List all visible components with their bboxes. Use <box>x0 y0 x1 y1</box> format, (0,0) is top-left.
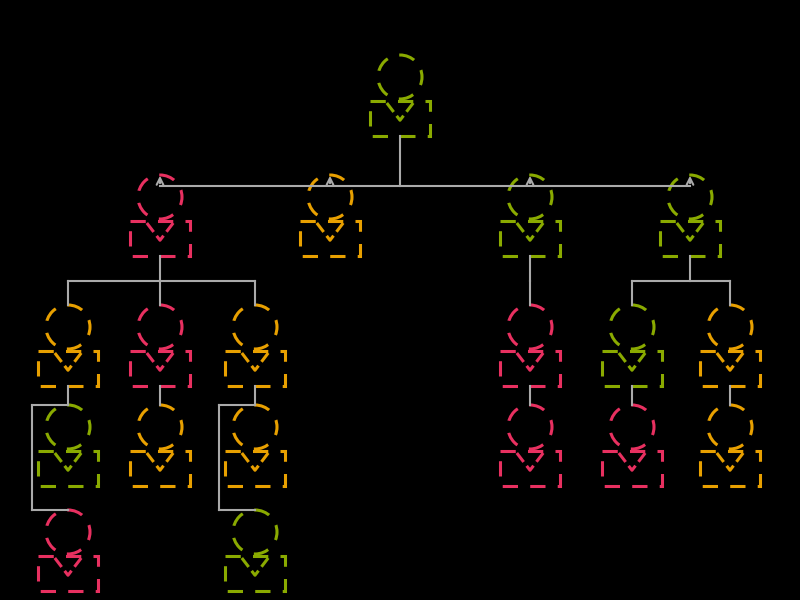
Bar <box>225 451 285 486</box>
Bar <box>130 351 190 386</box>
Bar <box>225 351 285 386</box>
Bar <box>602 351 662 386</box>
Bar <box>38 351 98 386</box>
Bar <box>225 556 285 591</box>
Bar <box>38 556 98 591</box>
Bar <box>660 221 720 256</box>
Bar <box>130 451 190 486</box>
Bar <box>500 451 560 486</box>
Bar <box>130 221 190 256</box>
Bar <box>300 221 360 256</box>
Bar <box>700 451 760 486</box>
Bar <box>370 101 430 136</box>
Bar <box>38 451 98 486</box>
Bar <box>700 351 760 386</box>
Bar <box>500 221 560 256</box>
Bar <box>500 351 560 386</box>
Bar <box>602 451 662 486</box>
